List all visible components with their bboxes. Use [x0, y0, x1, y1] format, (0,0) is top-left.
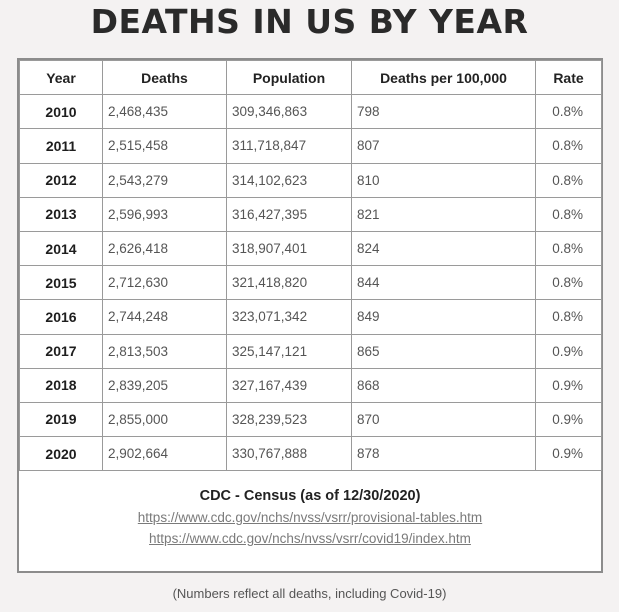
cell-rate: 0.8%	[535, 299, 602, 335]
cell-deaths-per-100000: 849	[351, 299, 536, 335]
cell-deaths: 2,902,664	[102, 436, 227, 472]
cell-population: 327,167,439	[226, 367, 352, 403]
cell-rate: 0.8%	[535, 128, 602, 164]
table-header-row: Year Deaths Population Deaths per 100,00…	[19, 59, 602, 96]
cell-population: 309,346,863	[226, 94, 352, 130]
cell-rate: 0.8%	[535, 94, 602, 130]
cell-deaths-per-100000: 824	[351, 230, 536, 267]
cell-deaths: 2,596,993	[102, 196, 227, 232]
cell-population: 321,418,820	[226, 265, 352, 301]
footnote: (Numbers reflect all deaths, including C…	[172, 586, 447, 601]
table-row: 2015 2,712,630 321,418,820 844 0.8%	[19, 265, 602, 301]
cell-deaths-per-100000: 870	[351, 401, 536, 438]
cell-deaths-per-100000: 810	[351, 162, 536, 198]
cell-deaths: 2,855,000	[102, 401, 227, 438]
table-row: 2013 2,596,993 316,427,395 821 0.8%	[19, 196, 602, 232]
header-deaths: Deaths	[102, 59, 227, 96]
cell-deaths-per-100000: 868	[351, 367, 536, 403]
cell-deaths: 2,626,418	[102, 230, 227, 267]
cell-year: 2010	[19, 94, 103, 130]
cell-deaths: 2,813,503	[102, 333, 227, 369]
table-row: 2014 2,626,418 318,907,401 824 0.8%	[19, 230, 602, 267]
source-block: CDC - Census (as of 12/30/2020) https://…	[19, 488, 601, 549]
header-year: Year	[19, 59, 103, 96]
header-deaths-per-100000: Deaths per 100,000	[351, 59, 536, 96]
cell-year: 2016	[19, 299, 103, 335]
cell-rate: 0.8%	[535, 265, 602, 301]
cell-year: 2017	[19, 333, 103, 369]
cell-deaths-per-100000: 821	[351, 196, 536, 232]
table-row: 2016 2,744,248 323,071,342 849 0.8%	[19, 299, 602, 335]
table-row: 2012 2,543,279 314,102,623 810 0.8%	[19, 162, 602, 198]
table-row: 2011 2,515,458 311,718,847 807 0.8%	[19, 128, 602, 164]
cell-year: 2013	[19, 196, 103, 232]
cell-deaths-per-100000: 807	[351, 128, 536, 164]
cell-year: 2014	[19, 230, 103, 267]
table-row: 2010 2,468,435 309,346,863 798 0.8%	[19, 94, 602, 130]
cell-deaths-per-100000: 798	[351, 94, 536, 130]
cell-year: 2012	[19, 162, 103, 198]
cell-year: 2019	[19, 401, 103, 438]
header-population: Population	[226, 59, 352, 96]
cell-year: 2020	[19, 436, 103, 472]
cell-rate: 0.8%	[535, 162, 602, 198]
source-title: CDC - Census (as of 12/30/2020)	[199, 488, 421, 504]
cell-deaths: 2,839,205	[102, 367, 227, 403]
cell-deaths-per-100000: 844	[351, 265, 536, 301]
cell-rate: 0.8%	[535, 230, 602, 267]
header-rate: Rate	[535, 59, 602, 96]
cell-population: 325,147,121	[226, 333, 352, 369]
deaths-table: Year Deaths Population Deaths per 100,00…	[19, 59, 602, 472]
cell-deaths-per-100000: 878	[351, 436, 536, 472]
cell-population: 318,907,401	[226, 230, 352, 267]
cell-deaths: 2,515,458	[102, 128, 227, 164]
cell-year: 2011	[19, 128, 103, 164]
cell-deaths-per-100000: 865	[351, 333, 536, 369]
cell-population: 328,239,523	[226, 401, 352, 438]
table-row: 2018 2,839,205 327,167,439 868 0.9%	[19, 367, 602, 403]
cell-population: 330,767,888	[226, 436, 352, 472]
cell-population: 323,071,342	[226, 299, 352, 335]
cell-year: 2018	[19, 367, 103, 403]
cell-deaths: 2,468,435	[102, 94, 227, 130]
page-title: DEATHS IN US BY YEAR	[90, 2, 529, 41]
cell-rate: 0.9%	[535, 333, 602, 369]
table-row: 2020 2,902,664 330,767,888 878 0.9%	[19, 436, 602, 472]
cell-rate: 0.8%	[535, 196, 602, 232]
cell-rate: 0.9%	[535, 436, 602, 472]
cell-rate: 0.9%	[535, 367, 602, 403]
cell-population: 316,427,395	[226, 196, 352, 232]
cell-rate: 0.9%	[535, 401, 602, 438]
table-row: 2019 2,855,000 328,239,523 870 0.9%	[19, 401, 602, 438]
cell-deaths: 2,744,248	[102, 299, 227, 335]
cell-deaths: 2,712,630	[102, 265, 227, 301]
source-link-covid19[interactable]: https://www.cdc.gov/nchs/nvss/vsrr/covid…	[149, 531, 471, 546]
cell-deaths: 2,543,279	[102, 162, 227, 198]
cell-year: 2015	[19, 265, 103, 301]
source-link-provisional-tables[interactable]: https://www.cdc.gov/nchs/nvss/vsrr/provi…	[137, 510, 483, 525]
table-row: 2017 2,813,503 325,147,121 865 0.9%	[19, 333, 602, 369]
cell-population: 314,102,623	[226, 162, 352, 198]
data-table-frame: Year Deaths Population Deaths per 100,00…	[17, 58, 603, 573]
cell-population: 311,718,847	[226, 128, 352, 164]
